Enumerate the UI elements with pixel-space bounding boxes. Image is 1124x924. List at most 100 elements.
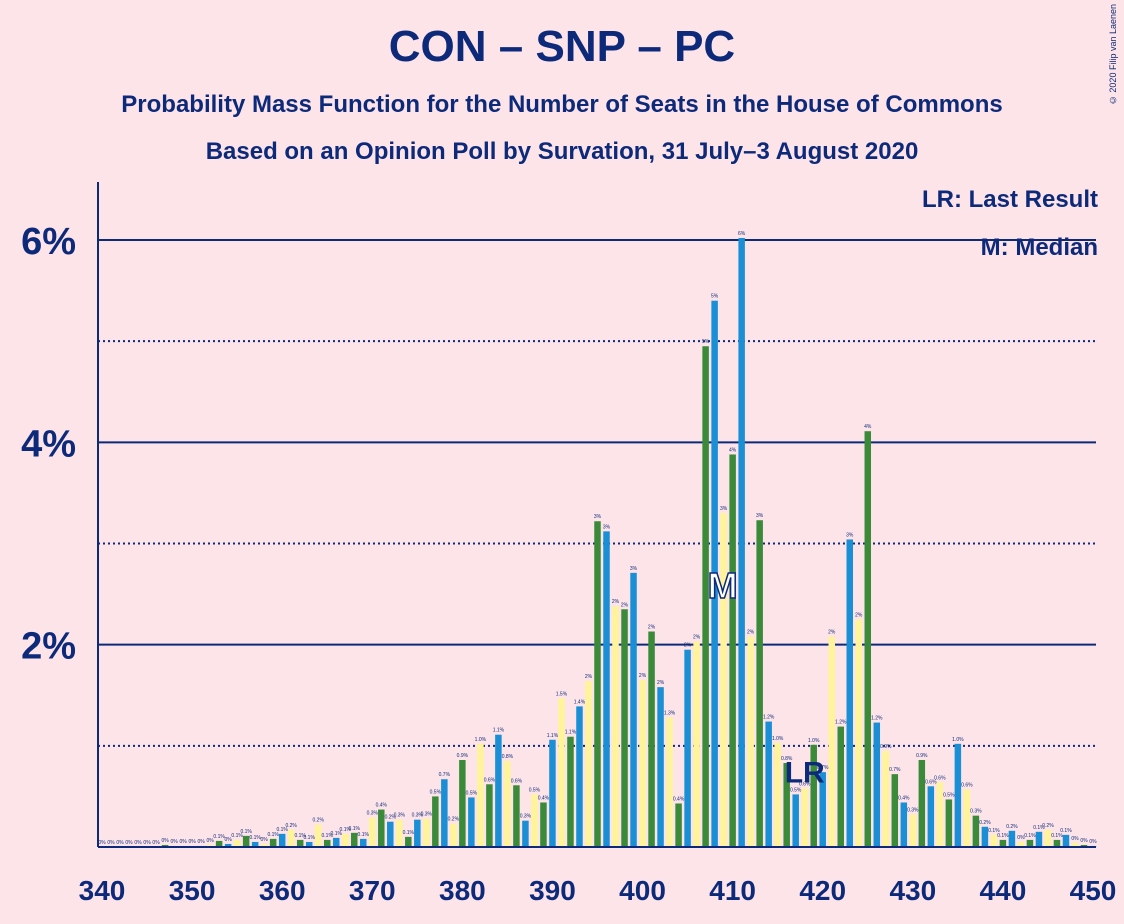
bar-label-seat-432: 0.6% — [925, 779, 937, 785]
bar-seat-446 — [1053, 839, 1061, 847]
bar-label-seat-442: 0% — [1017, 835, 1025, 841]
bar-label-seat-359: 0.1% — [267, 832, 279, 838]
bar-label-seat-379: 0.2% — [448, 817, 460, 823]
bar-seat-374 — [405, 836, 412, 847]
bar-label-seat-431: 0.9% — [916, 753, 928, 759]
bar-label-seat-390: 1.1% — [547, 733, 559, 739]
x-tick-450: 450 — [1070, 875, 1117, 906]
bar-seat-394 — [585, 681, 592, 847]
bar-seat-415 — [774, 742, 781, 847]
bar-label-seat-405: 2% — [684, 643, 692, 649]
bar-label-seat-348: 0% — [170, 839, 178, 845]
median-marker: M — [708, 565, 738, 606]
bar-seat-375 — [414, 819, 421, 847]
x-tick-350: 350 — [169, 875, 216, 906]
bar-seat-380 — [459, 759, 466, 847]
bar-seat-413 — [756, 520, 763, 847]
bar-seat-434 — [945, 799, 953, 847]
bar-label-seat-427: 0.9% — [880, 744, 892, 750]
bar-label-seat-395: 3% — [594, 514, 602, 520]
bar-seat-397 — [612, 606, 619, 847]
x-tick-410: 410 — [709, 875, 756, 906]
bar-seat-362 — [296, 839, 304, 847]
bar-label-seat-365: 0.1% — [322, 833, 334, 839]
bar-label-seat-428: 0.7% — [889, 767, 901, 773]
bar-label-seat-364: 0.2% — [313, 818, 325, 824]
bar-seat-428 — [891, 774, 899, 847]
bar-label-seat-441: 0.2% — [1006, 824, 1018, 830]
bar-label-seat-378: 0.7% — [439, 772, 451, 778]
bar-label-seat-433: 0.6% — [934, 775, 946, 781]
bar-seat-399 — [630, 572, 637, 847]
bar-label-seat-370: 0.3% — [367, 811, 379, 817]
last-result-marker: LR — [785, 756, 825, 789]
bar-label-seat-448: 0% — [1071, 836, 1079, 842]
bar-seat-385 — [504, 761, 511, 847]
bar-label-seat-377: 0.5% — [430, 789, 442, 795]
bar-seat-430 — [909, 814, 917, 847]
bar-label-seat-375: 0.3% — [412, 813, 424, 819]
bar-seat-367 — [342, 833, 349, 847]
bar-seat-387 — [522, 820, 529, 847]
bar-label-seat-374: 0.1% — [403, 830, 415, 836]
bar-label-seat-353: 0.1% — [213, 834, 225, 840]
bar-seat-381 — [468, 797, 475, 847]
bar-label-seat-368: 0.1% — [349, 826, 361, 832]
bar-seat-439 — [990, 834, 998, 847]
bar-seat-396 — [603, 531, 610, 847]
bar-seat-420 — [819, 772, 826, 847]
bar-seat-390 — [549, 739, 556, 847]
bar-seat-383 — [486, 784, 493, 847]
bar-label-seat-373: 0.3% — [394, 813, 406, 819]
bar-label-seat-394: 2% — [585, 674, 593, 680]
x-tick-360: 360 — [259, 875, 306, 906]
bar-label-seat-444: 0.1% — [1033, 825, 1045, 831]
bar-label-seat-439: 0.1% — [988, 828, 1000, 834]
chart-subtitle-source: Based on an Opinion Poll by Survation, 3… — [205, 138, 919, 165]
bar-label-seat-354: 0% — [225, 837, 233, 843]
bar-label-seat-350: 0% — [188, 839, 196, 845]
bar-seat-429 — [900, 802, 908, 847]
bar-label-seat-349: 0% — [179, 839, 187, 845]
bar-seat-373 — [396, 819, 403, 847]
bar-label-seat-369: 0.1% — [358, 832, 370, 838]
bar-label-seat-446: 0.1% — [1051, 833, 1063, 839]
bar-seat-442 — [1017, 841, 1025, 847]
bar-seat-372 — [387, 821, 394, 847]
bar-label-seat-340: 0% — [98, 840, 106, 846]
bar-value-labels: 0% 0% 0% 0% 0% 0% 0% 0% 0% 0% 0% 0% 0%0.1%0%0.1%0.1%… — [98, 231, 1097, 846]
bar-label-seat-352: 0% — [206, 838, 214, 844]
bar-label-seat-435: 1.0% — [952, 737, 964, 743]
bar-seat-408 — [711, 300, 718, 847]
bar-label-seat-402: 2% — [657, 680, 665, 686]
bar-label-seat-341: 0% — [107, 840, 115, 846]
chart-title: CON – SNP – PC — [388, 22, 736, 71]
bar-seat-398 — [621, 609, 628, 847]
bar-seat-406 — [693, 641, 700, 847]
bar-label-seat-411: 6% — [738, 231, 746, 237]
bar-seat-424 — [855, 619, 863, 847]
bar-label-seat-392: 1.1% — [565, 730, 577, 736]
bar-seat-393 — [576, 706, 583, 847]
bar-label-seat-386: 0.6% — [511, 778, 523, 784]
bar-label-seat-361: 0.2% — [285, 823, 297, 829]
bar-seat-400 — [639, 680, 646, 847]
bar-label-seat-400: 2% — [639, 673, 647, 679]
bar-seat-432 — [927, 786, 935, 847]
legend-last-result: LR: Last Result — [921, 186, 1098, 213]
bar-label-seat-447: 0.1% — [1060, 828, 1072, 834]
bar-seat-360 — [278, 833, 286, 847]
bar-label-seat-419: 1.0% — [808, 738, 820, 744]
bar-label-seat-425: 4% — [864, 424, 872, 430]
bar-seat-436 — [963, 789, 971, 847]
bar-label-seat-389: 0.4% — [538, 795, 550, 801]
bar-label-seat-422: 1.2% — [835, 720, 847, 726]
bar-seat-379 — [450, 823, 457, 847]
bar-label-seat-387: 0.3% — [520, 814, 532, 820]
bar-seat-404 — [675, 803, 682, 847]
bar-seat-354 — [224, 843, 232, 847]
bar-seat-384 — [495, 734, 502, 847]
y-tick-4: 4% — [21, 423, 76, 465]
bar-label-seat-381: 0.5% — [466, 790, 478, 796]
bar-seat-426 — [873, 722, 881, 847]
